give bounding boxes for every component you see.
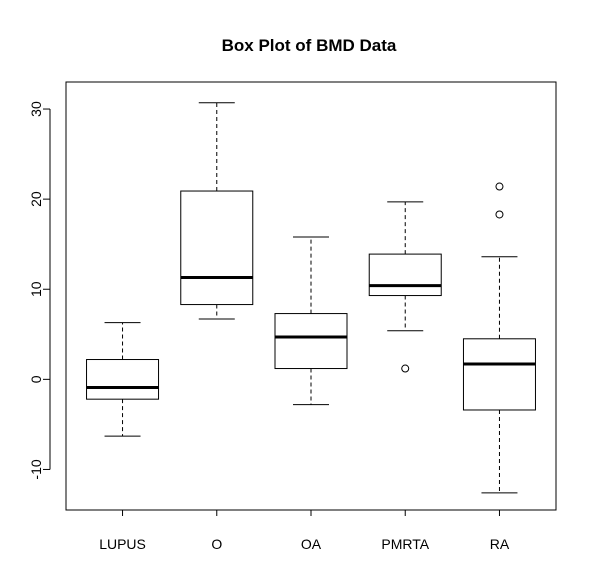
box-o [180,102,254,320]
iqr-box-ra [462,338,536,411]
x-tick-label-oa: OA [301,536,322,552]
y-tick-label: 20 [28,191,44,207]
y-tick-label: 30 [28,101,44,117]
boxes [86,102,536,494]
y-tick-label: 0 [28,375,44,383]
x-tick-label-pmrta: PMRTA [381,536,429,552]
x-tick-label-ra: RA [490,536,510,552]
box-oa [274,236,348,406]
chart-title: Box Plot of BMD Data [222,36,397,55]
box-pmrta [368,201,442,373]
outlier-point-ra [495,182,504,191]
outlier-point-ra [495,210,504,219]
x-axis: LUPUS O OA PMRTA RA [99,510,510,552]
y-tick-label: -10 [28,459,44,479]
iqr-box-oa [274,313,348,370]
iqr-box-o [180,190,254,306]
outlier-point-pmrta [401,364,410,373]
box-lupus [86,322,160,437]
x-tick-label-o: O [211,536,222,552]
box-ra [462,182,536,494]
y-axis: -10 0 10 20 30 [28,101,50,480]
iqr-box-pmrta [368,253,442,297]
y-tick-label: 10 [28,281,44,297]
x-tick-label-lupus: LUPUS [99,536,146,552]
iqr-box-lupus [86,359,160,400]
